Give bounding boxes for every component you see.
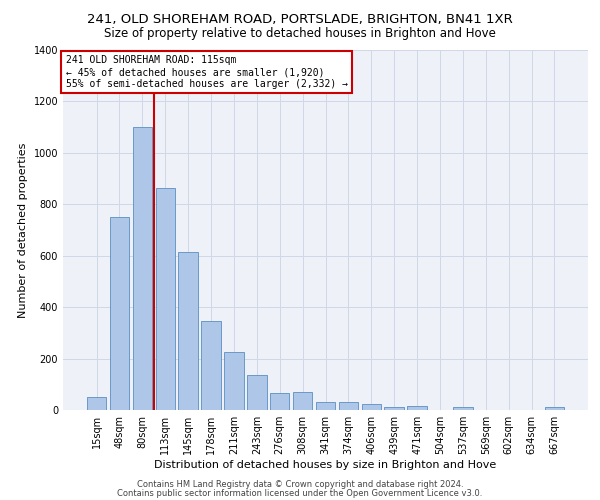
Bar xyxy=(110,217,129,410)
Bar xyxy=(385,407,404,410)
Text: Contains public sector information licensed under the Open Government Licence v3: Contains public sector information licen… xyxy=(118,488,482,498)
Bar xyxy=(545,407,564,410)
Bar xyxy=(362,404,381,410)
Bar xyxy=(407,406,427,410)
Text: Contains HM Land Registry data © Crown copyright and database right 2024.: Contains HM Land Registry data © Crown c… xyxy=(137,480,463,489)
Bar xyxy=(453,407,473,410)
Bar xyxy=(133,127,152,410)
Bar xyxy=(87,397,106,410)
Bar xyxy=(178,252,198,410)
Y-axis label: Number of detached properties: Number of detached properties xyxy=(18,142,28,318)
Text: 241 OLD SHOREHAM ROAD: 115sqm
← 45% of detached houses are smaller (1,920)
55% o: 241 OLD SHOREHAM ROAD: 115sqm ← 45% of d… xyxy=(65,56,347,88)
Bar xyxy=(316,402,335,410)
Text: 241, OLD SHOREHAM ROAD, PORTSLADE, BRIGHTON, BN41 1XR: 241, OLD SHOREHAM ROAD, PORTSLADE, BRIGH… xyxy=(87,12,513,26)
Bar xyxy=(338,402,358,410)
Bar xyxy=(270,394,289,410)
Bar xyxy=(224,352,244,410)
Text: Size of property relative to detached houses in Brighton and Hove: Size of property relative to detached ho… xyxy=(104,28,496,40)
Bar xyxy=(155,188,175,410)
Bar xyxy=(202,322,221,410)
Bar xyxy=(293,392,313,410)
Bar xyxy=(247,376,266,410)
X-axis label: Distribution of detached houses by size in Brighton and Hove: Distribution of detached houses by size … xyxy=(154,460,497,470)
